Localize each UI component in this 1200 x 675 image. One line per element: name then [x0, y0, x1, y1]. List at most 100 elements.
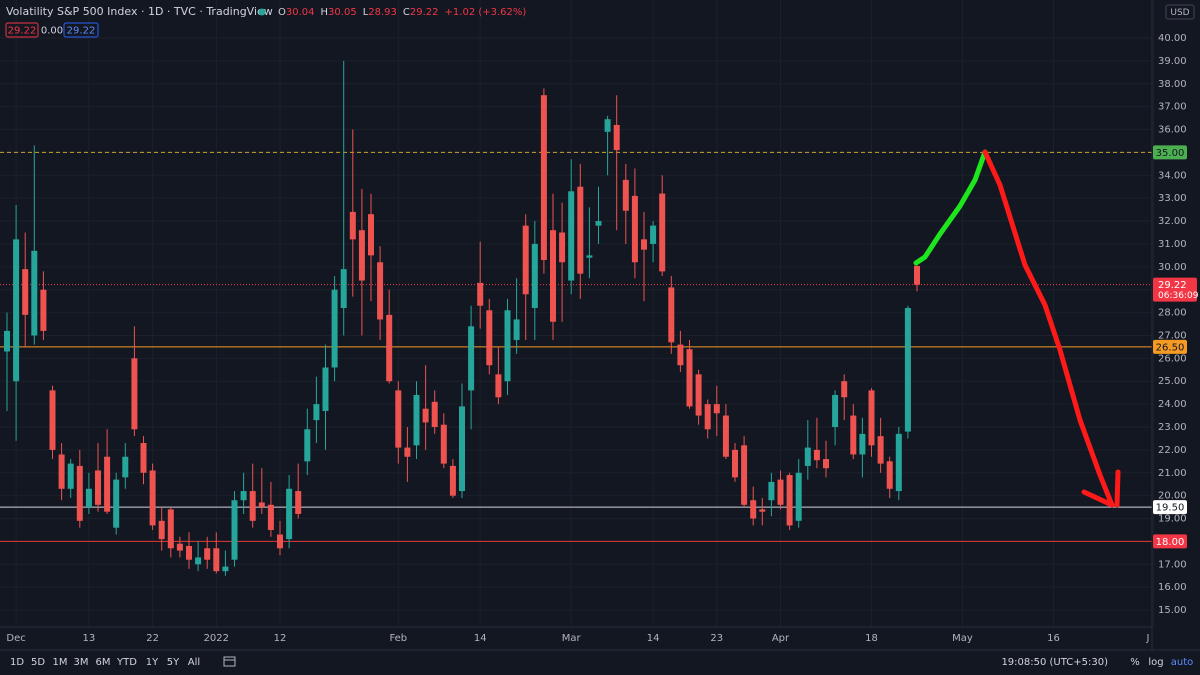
candle-body — [22, 269, 29, 315]
range-button[interactable]: 1M — [53, 657, 68, 668]
candle-body — [613, 124, 620, 151]
currency-box[interactable] — [1165, 4, 1195, 20]
level-box — [1153, 534, 1187, 549]
candle-body — [459, 406, 465, 492]
candle-body — [104, 456, 111, 512]
drawn-down-arrow — [982, 149, 1121, 508]
candle-body — [650, 225, 657, 244]
y-tick-label: 33.00 — [1158, 193, 1187, 204]
candle-body — [377, 262, 384, 320]
candle-body — [495, 374, 502, 398]
candle-body — [131, 358, 138, 430]
candle-body — [904, 308, 911, 432]
candle-body — [622, 179, 629, 211]
scale-option[interactable]: auto — [1171, 657, 1194, 668]
ohlc-key: O — [278, 7, 286, 18]
symbol-title: Volatility S&P 500 Index · 1D · TVC · Tr… — [6, 5, 273, 18]
range-button[interactable]: All — [188, 657, 200, 668]
y-tick-label: 31.00 — [1158, 239, 1187, 250]
ohlc-value: 30.04 — [286, 7, 315, 18]
candle-body — [813, 449, 820, 461]
range-button[interactable]: 5Y — [167, 657, 180, 668]
ohlc-value: 30.05 — [328, 7, 357, 18]
candle-body — [186, 545, 192, 560]
candle-body — [750, 500, 757, 519]
candle-body — [67, 463, 74, 489]
candle-body — [704, 404, 711, 430]
candle-body — [677, 344, 684, 366]
ohlc-key: H — [321, 7, 329, 18]
candle-body — [449, 465, 456, 496]
candle-body — [886, 461, 893, 489]
scale-option[interactable]: % — [1130, 657, 1140, 668]
y-tick-label: 19.00 — [1158, 514, 1187, 525]
candle-body — [231, 500, 238, 560]
candle-body — [631, 195, 638, 263]
candle-body — [13, 239, 20, 382]
level-label: 19.50 — [1156, 503, 1185, 514]
candle-body — [85, 488, 92, 508]
x-tick-label: 13 — [83, 633, 96, 644]
y-tick-label: 39.00 — [1158, 56, 1187, 67]
y-tick-label: 34.00 — [1158, 170, 1187, 181]
levels — [0, 151, 1152, 542]
candle-body — [768, 481, 775, 501]
candle-body — [841, 381, 848, 398]
level-label: 35.00 — [1156, 148, 1185, 159]
currency[interactable]: USD — [1170, 8, 1189, 18]
candle-body — [140, 443, 147, 473]
y-tick-label: 23.00 — [1158, 422, 1187, 433]
scale-option[interactable]: log — [1148, 657, 1163, 668]
candle-body — [695, 374, 702, 416]
range-button[interactable]: 6M — [96, 657, 111, 668]
x-tick-label: 12 — [274, 633, 287, 644]
candle-body — [95, 470, 101, 505]
y-tick-label: 28.00 — [1158, 308, 1187, 319]
candle-body — [386, 314, 393, 382]
candle-body — [176, 543, 183, 551]
candle-body — [113, 479, 120, 528]
candle-body — [914, 265, 920, 285]
candle-body — [859, 433, 866, 455]
candle-body — [540, 95, 547, 260]
drawn-up-arrow — [913, 149, 988, 266]
market-status[interactable] — [258, 8, 266, 16]
range-button[interactable]: 3M — [74, 657, 89, 668]
y-tick-label: 37.00 — [1158, 102, 1187, 113]
x-tick-label: 16 — [1047, 633, 1060, 644]
candle-body — [286, 488, 293, 540]
candle-body — [895, 433, 902, 492]
date-range-icon[interactable] — [223, 656, 236, 667]
candle-body — [40, 289, 47, 331]
badge-box — [63, 22, 99, 38]
candle-body — [49, 390, 56, 450]
x-tick-label: 2022 — [204, 633, 229, 644]
countdown: 06:36:09 — [1158, 291, 1199, 301]
ohlc-value: 29.22 — [410, 7, 439, 18]
level-label: 18.00 — [1156, 537, 1185, 548]
range-button[interactable]: 1D — [10, 657, 24, 668]
y-tick-label: 27.00 — [1158, 330, 1187, 341]
x-tick-label: 18 — [865, 633, 878, 644]
y-tick-label: 26.00 — [1158, 353, 1187, 364]
range-button[interactable]: 1Y — [146, 657, 159, 668]
candle-body — [868, 390, 875, 446]
range-button[interactable]: 5D — [31, 657, 45, 668]
candle-body — [659, 193, 666, 272]
y-tick-label: 40.00 — [1158, 33, 1187, 44]
candle-body — [358, 230, 365, 281]
candle-body — [577, 186, 584, 274]
range-button[interactable]: YTD — [116, 657, 137, 668]
candle-body — [732, 449, 738, 478]
y-tick-label: 16.00 — [1158, 582, 1187, 593]
x-tick-label: May — [952, 633, 973, 644]
y-tick-label: 38.00 — [1158, 79, 1187, 90]
candle-body — [668, 287, 675, 343]
candle-body — [850, 415, 857, 455]
level-box — [1153, 145, 1187, 160]
y-tick-label: 21.00 — [1158, 468, 1187, 479]
x-tick-label: 23 — [710, 633, 723, 644]
candle-body — [777, 479, 784, 505]
candle-body — [368, 214, 374, 256]
